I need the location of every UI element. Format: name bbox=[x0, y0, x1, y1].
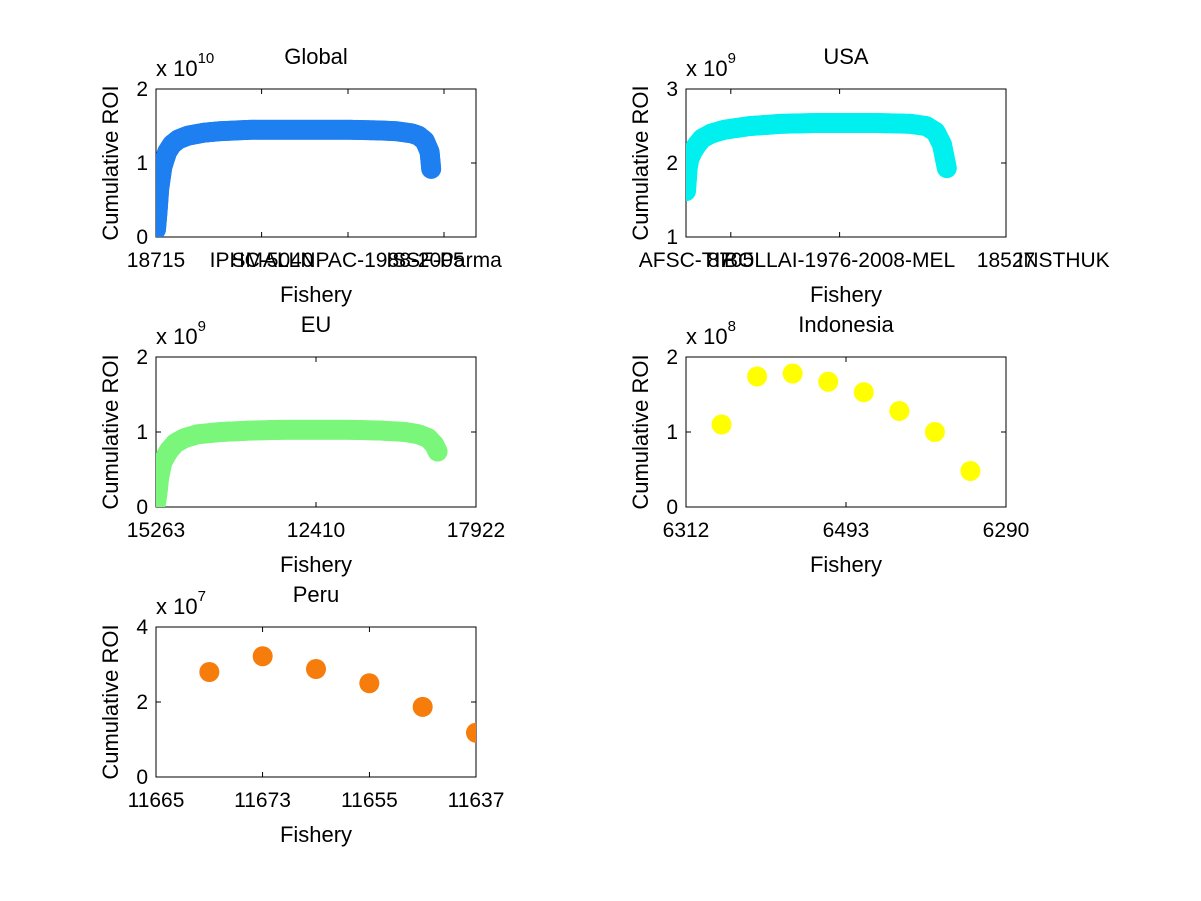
y-axis-label: Cumulative ROI bbox=[98, 624, 123, 779]
data-point bbox=[960, 461, 981, 481]
y-tick-label: 4 bbox=[136, 616, 148, 639]
y-multiplier-base: x 10 bbox=[686, 56, 728, 81]
x-tick-label: ISSF-Parma bbox=[386, 249, 502, 272]
subplot-title: Peru bbox=[293, 582, 339, 607]
subplot-title: EU bbox=[301, 312, 332, 337]
data-point bbox=[427, 441, 448, 462]
x-tick-label: 15263 bbox=[127, 519, 185, 542]
y-tick-label: 0 bbox=[666, 496, 678, 519]
subplot-eu: 0 1 2 15263 12410 17922 EU x 109 Fishery Cumulati… bbox=[98, 312, 505, 577]
x-tick-label: 12410 bbox=[287, 519, 345, 542]
data-point bbox=[936, 158, 957, 179]
y-multiplier-exponent: 9 bbox=[198, 318, 206, 335]
series-markers bbox=[686, 113, 957, 202]
subplot-title: Global bbox=[284, 44, 348, 69]
x-tick-label: 17922 bbox=[447, 519, 505, 542]
x-tick-label: 6312 bbox=[663, 519, 710, 542]
y-multiplier-exponent: 7 bbox=[198, 588, 206, 605]
data-point bbox=[711, 414, 732, 435]
y-axis-label: Cumulative ROI bbox=[98, 85, 123, 240]
data-point bbox=[252, 646, 273, 667]
subplot-title: Indonesia bbox=[798, 312, 894, 337]
data-point bbox=[747, 366, 768, 387]
data-point bbox=[782, 363, 803, 384]
y-tick-label: 1 bbox=[136, 421, 148, 444]
data-point bbox=[853, 382, 874, 403]
data-point bbox=[359, 673, 380, 694]
x-axis-label: Fishery bbox=[280, 822, 352, 847]
x-tick-label: 11665 bbox=[128, 789, 185, 812]
y-tick-label: 0 bbox=[136, 496, 148, 519]
y-tick-label: 0 bbox=[136, 226, 148, 249]
series-markers bbox=[156, 419, 448, 507]
y-multiplier-base: x 10 bbox=[156, 56, 198, 81]
data-point bbox=[421, 158, 442, 179]
y-tick-label: 2 bbox=[136, 78, 148, 101]
y-tick-label: 2 bbox=[136, 691, 148, 714]
x-tick-label: 6290 bbox=[983, 519, 1030, 542]
x-axis-label: Fishery bbox=[810, 282, 882, 307]
data-point bbox=[889, 401, 910, 421]
x-tick-label: IPHC-5040 bbox=[210, 249, 314, 272]
y-multiplier-exponent: 9 bbox=[728, 50, 736, 67]
x-tick-label: 18527 bbox=[977, 249, 1035, 272]
x-tick-label: 18715 bbox=[127, 249, 185, 272]
x-tick-label: INSTHUK bbox=[1018, 249, 1110, 272]
y-multiplier-base: x 10 bbox=[156, 324, 198, 349]
y-tick-label: 1 bbox=[666, 226, 678, 249]
x-axis-label: Fishery bbox=[280, 552, 352, 577]
subplot-global: 0 1 2 18715 IPHC-5040SMALLNPAC-1988-2005ISSF… bbox=[98, 44, 502, 307]
y-multiplier-exponent: 10 bbox=[198, 50, 215, 67]
y-tick-label: 0 bbox=[136, 766, 148, 789]
series-markers bbox=[156, 119, 442, 237]
y-axis-label: Cumulative ROI bbox=[628, 354, 653, 509]
y-multiplier-base: x 10 bbox=[156, 594, 198, 619]
y-multiplier: x 109 bbox=[686, 50, 736, 81]
x-tick-label: 8705 bbox=[707, 249, 754, 272]
x-tick-label: SMALLNPAC-1988-2005 bbox=[231, 249, 464, 272]
x-tick-label: 11637 bbox=[448, 789, 505, 812]
y-tick-label: 1 bbox=[666, 421, 678, 444]
y-axis-label: Cumulative ROI bbox=[628, 85, 653, 240]
data-point bbox=[199, 662, 220, 682]
data-point bbox=[306, 659, 326, 679]
y-tick-label: 1 bbox=[136, 152, 148, 175]
x-tick-label: BOLLAI-1976-2008-MEL bbox=[724, 249, 955, 272]
subplot-title: USA bbox=[823, 44, 869, 69]
y-multiplier: x 107 bbox=[156, 588, 206, 619]
data-point bbox=[466, 722, 476, 743]
y-tick-label: 2 bbox=[136, 346, 148, 369]
x-axis-label: Fishery bbox=[280, 282, 352, 307]
data-point bbox=[412, 696, 433, 717]
y-tick-label: 2 bbox=[666, 346, 678, 369]
data-point bbox=[924, 422, 945, 442]
x-tick-label: AFSC-TIF bbox=[639, 249, 734, 272]
series-markers bbox=[711, 363, 981, 481]
y-axis-label: Cumulative ROI bbox=[98, 354, 123, 509]
y-multiplier: x 109 bbox=[156, 318, 206, 349]
data-point bbox=[818, 371, 839, 392]
axes-box bbox=[685, 356, 1007, 508]
y-multiplier-base: x 10 bbox=[686, 324, 728, 349]
series-markers bbox=[199, 646, 476, 743]
subplot-peru: 0 2 4 11665 11673 11655 11637 Peru x 107 Fishery C… bbox=[98, 582, 504, 847]
x-tick-label: 11655 bbox=[341, 789, 398, 812]
x-tick-label: 11673 bbox=[234, 789, 291, 812]
x-axis-label: Fishery bbox=[810, 552, 882, 577]
y-multiplier-exponent: 8 bbox=[728, 318, 736, 335]
x-tick-label: 6493 bbox=[823, 519, 870, 542]
subplot-indonesia: 0 1 2 6312 6493 6290 Indonesia x 108 Fishery Cumu… bbox=[628, 312, 1029, 577]
y-tick-label: 2 bbox=[666, 152, 678, 175]
y-multiplier: x 1010 bbox=[156, 50, 214, 81]
axes-box bbox=[685, 88, 1007, 238]
y-multiplier: x 108 bbox=[686, 318, 736, 349]
y-tick-label: 3 bbox=[666, 78, 678, 101]
